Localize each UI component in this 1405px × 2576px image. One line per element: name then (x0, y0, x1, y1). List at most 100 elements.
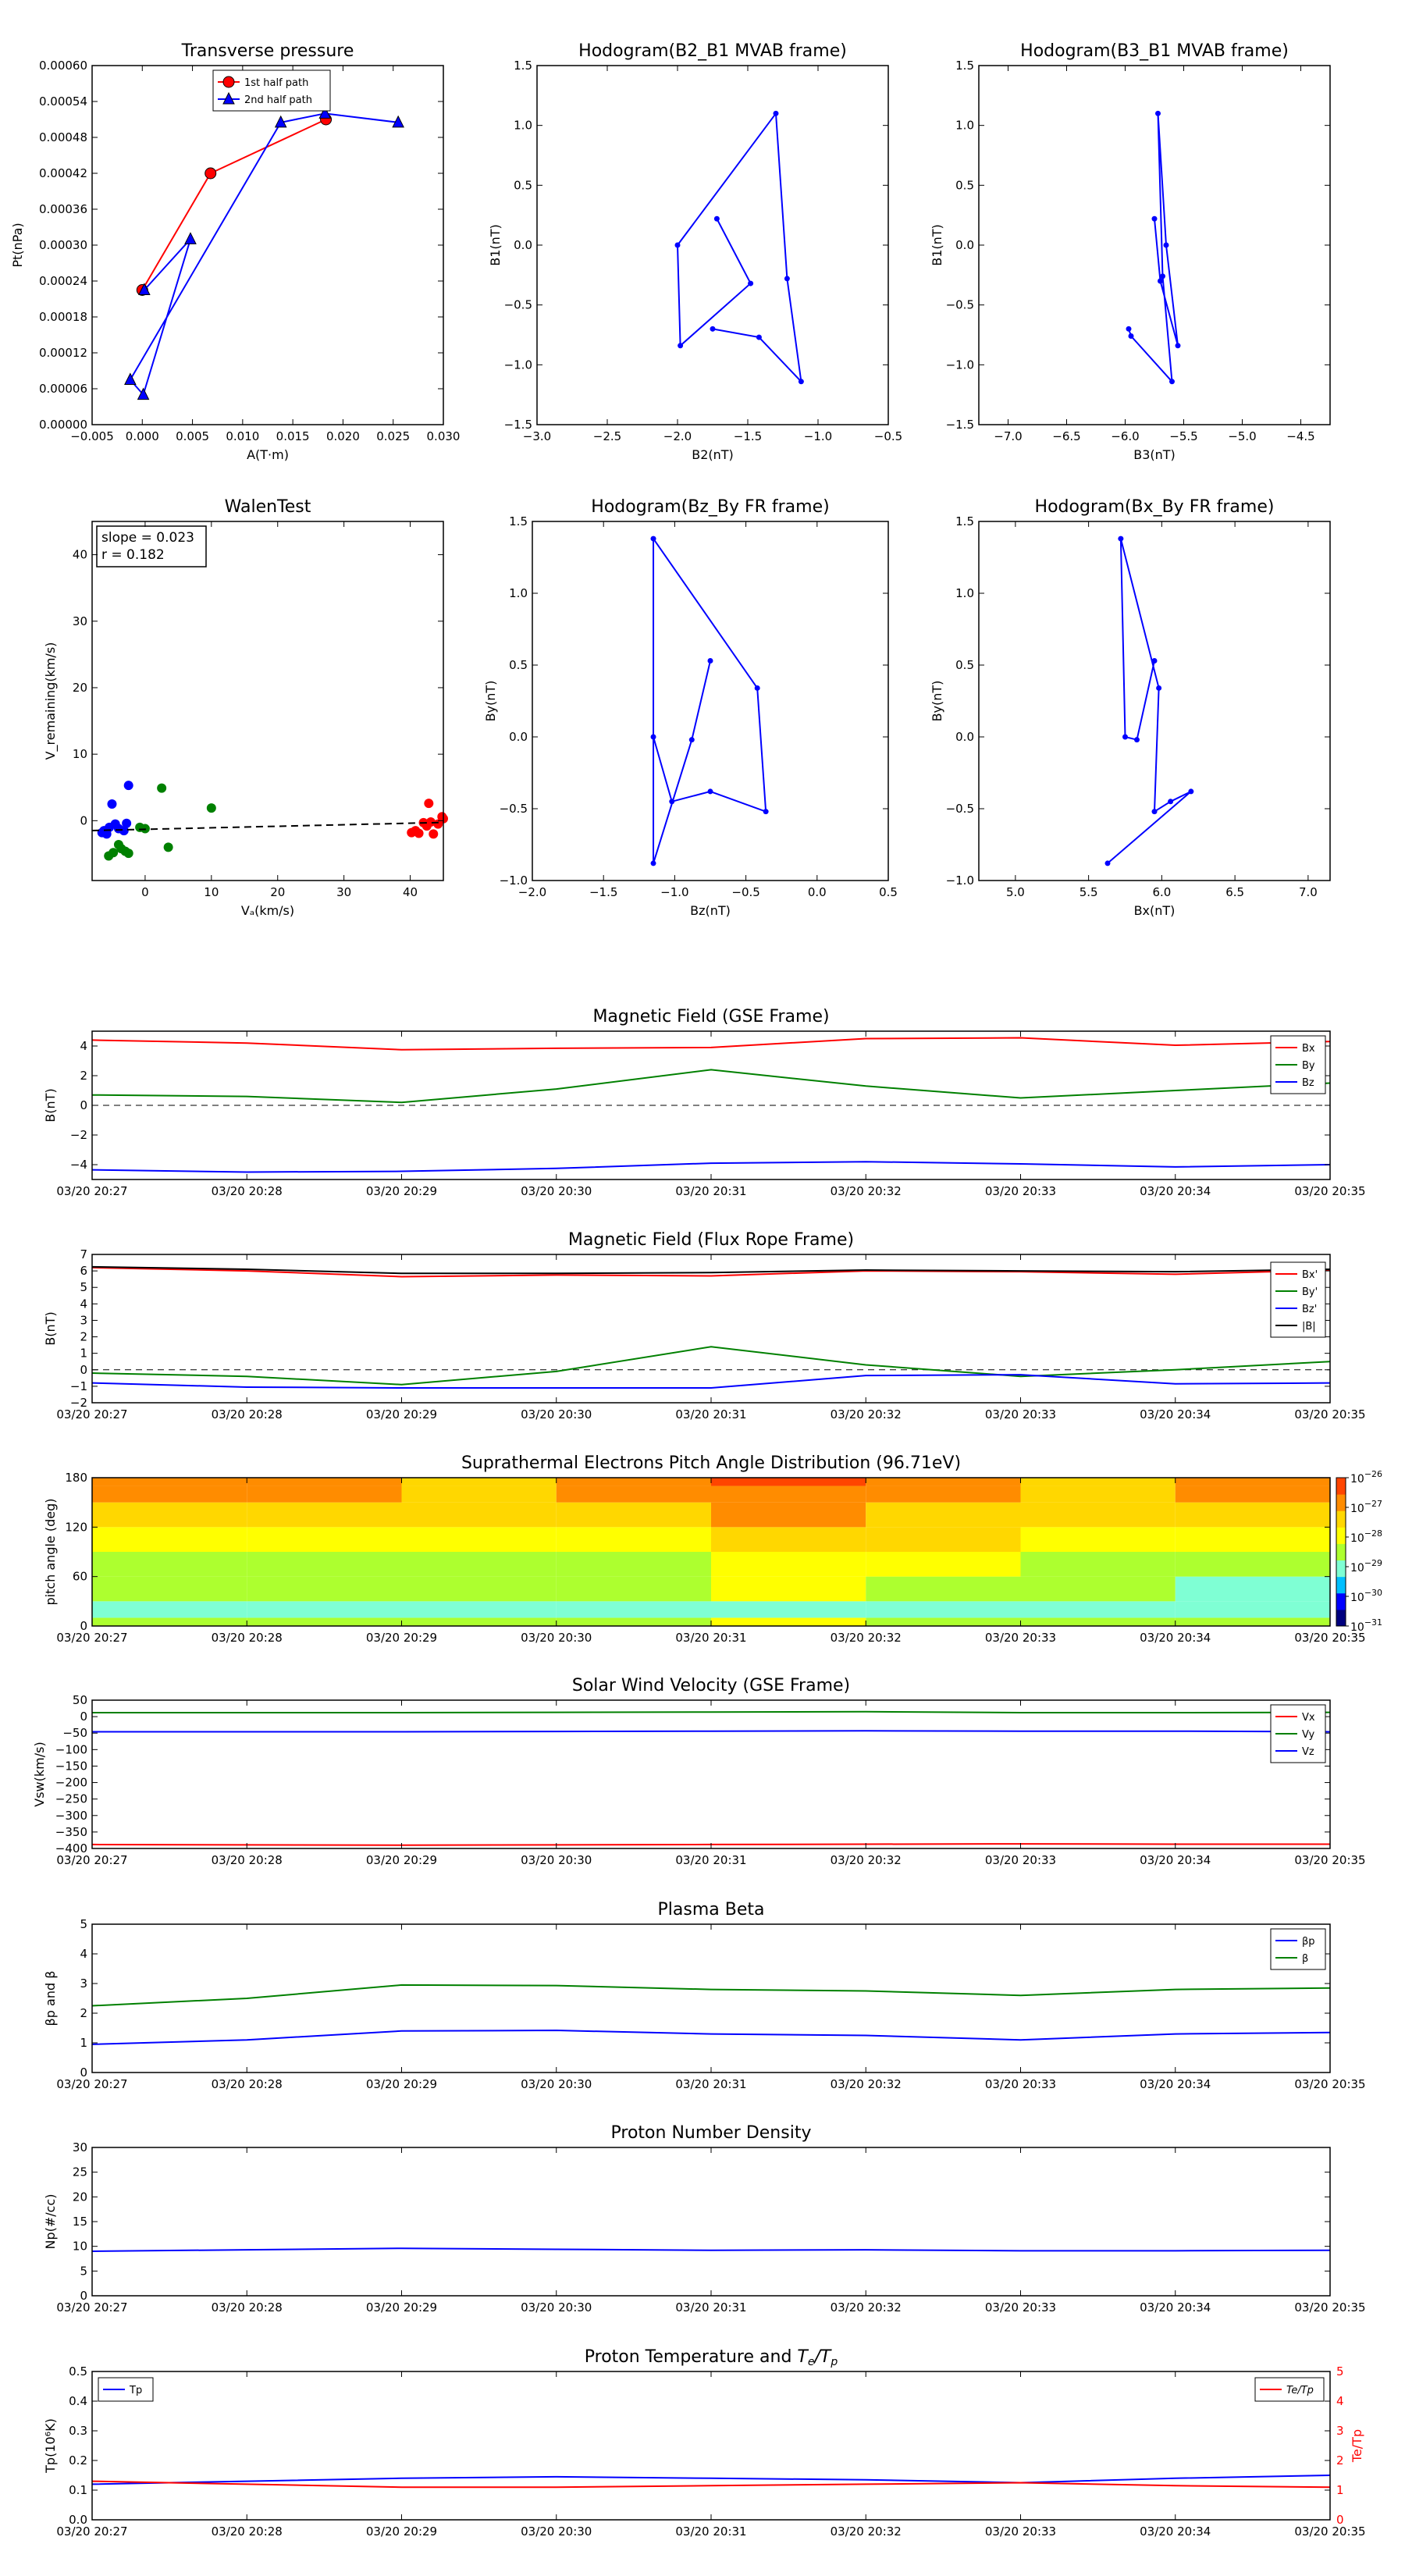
time-tick-label: 03/20 20:34 (1140, 1853, 1211, 1867)
heatmap-cell (247, 1601, 402, 1618)
data-point (137, 387, 150, 400)
y-tick-label: 30 (73, 614, 87, 628)
solar-wind-velocity-panel: Solar Wind Velocity (GSE Frame) −400 −350 −… (32, 1676, 1366, 1867)
data-point (1163, 242, 1169, 248)
heatmap-cell (92, 1576, 247, 1602)
chart-title: Proton Temperature and Te/Tp (585, 2347, 838, 2368)
y-tick-label: 0.4 (69, 2394, 87, 2408)
heatmap-cell (1175, 1502, 1330, 1528)
y-tick-label: 0.1 (69, 2483, 87, 2497)
y-tick-label: −0.5 (946, 802, 974, 816)
heatmap-cell (556, 1552, 711, 1577)
colorbar-frame (1336, 1477, 1346, 1627)
scatter-point (119, 826, 129, 836)
y-tick-label: 0.0 (69, 2513, 87, 2527)
y-tick-label: −0.5 (504, 298, 532, 312)
y-axis-label: B(nT) (43, 1311, 58, 1345)
y-tick-label: 0.00036 (39, 202, 87, 216)
time-tick-label: 03/20 20:31 (675, 1407, 746, 1421)
heatmap-cell (1020, 1502, 1176, 1528)
time-tick-label: 03/20 20:29 (366, 1853, 437, 1867)
heatmap-cell (711, 1601, 866, 1618)
series-line (91, 1374, 1331, 1389)
y-tick-label: 0 (80, 1363, 87, 1377)
legend-right: Te/Tp (1254, 2377, 1325, 2402)
heatmap-cell (866, 1617, 1021, 1626)
time-tick-label: 03/20 20:27 (56, 1184, 127, 1198)
data-point (1122, 734, 1128, 740)
series-line (91, 2480, 1331, 2489)
y-tick-label: 30 (73, 2140, 87, 2154)
time-tick-label: 03/20 20:28 (212, 2300, 283, 2314)
heatmap-cell (401, 1527, 557, 1552)
y-tick-label: −2 (70, 1396, 87, 1410)
legend-label: By' (1302, 1286, 1318, 1298)
hodogram-bz-by-panel: Hodogram(Bz_By FR frame) −1.0 −0.5 0.0 0.5 1.… (483, 497, 898, 918)
time-tick-label: 03/20 20:27 (56, 2300, 127, 2314)
x-tick-label: −0.5 (874, 429, 902, 443)
y-tick-label: 50 (73, 1693, 87, 1707)
heatmap-cell (1020, 1527, 1176, 1552)
data-point (274, 115, 287, 128)
heatmap-cell (92, 1485, 247, 1503)
data-point (318, 106, 332, 119)
time-tick-label: 03/20 20:34 (1140, 2300, 1211, 2314)
series-line (141, 119, 326, 291)
time-tick-label: 03/20 20:33 (985, 2524, 1056, 2539)
time-tick-label: 03/20 20:32 (831, 1853, 902, 1867)
proton-temperature-panel: Proton Temperature and Te/Tp 0.0 0.1 0.2 0.3… (43, 2347, 1366, 2539)
y-tick-label: −400 (55, 1841, 87, 1856)
legend: βp β (1270, 1928, 1326, 1970)
y-tick-label: −1 (70, 1379, 87, 1393)
legend: Tp (98, 2377, 154, 2402)
data-point (1169, 379, 1175, 385)
x-tick-label: 7.0 (1299, 885, 1318, 899)
series-line (91, 1161, 1331, 1173)
heatmap-cell (247, 1485, 402, 1503)
heatmap-cell (247, 1617, 402, 1626)
y-tick-label: 0.00048 (39, 130, 87, 144)
y-tick-label: 25 (73, 2165, 87, 2179)
y-tick-label: 0.00006 (39, 382, 87, 396)
data-point (674, 242, 681, 248)
time-tick-label: 03/20 20:27 (56, 1853, 127, 1867)
y-tick-label: 0.0 (955, 730, 974, 744)
data-point (650, 535, 656, 542)
data-point (1175, 343, 1181, 349)
hodogram-bz-by-frame (532, 521, 889, 881)
y-tick-label: 0.00042 (39, 166, 87, 180)
legend: Bx By Bz (1270, 1035, 1326, 1094)
data-point (1156, 685, 1162, 691)
heatmap-cell (1175, 1527, 1330, 1552)
y-axis-label: By(nT) (483, 681, 498, 722)
time-tick-label: 03/20 20:28 (212, 2077, 283, 2091)
time-tick-label: 03/20 20:27 (56, 2077, 127, 2091)
heatmap-cell (866, 1552, 1021, 1577)
time-tick-label: 03/20 20:28 (212, 1853, 283, 1867)
walen-test-frame (91, 521, 444, 881)
legend: 1st half path 2nd half path (212, 69, 331, 112)
time-tick-label: 03/20 20:27 (56, 1631, 127, 1645)
scatter-point (429, 829, 439, 839)
legend-label: Bz' (1302, 1304, 1317, 1315)
y-tick-label: 0 (1336, 2513, 1344, 2527)
data-point (650, 860, 656, 866)
heatmap-cell (556, 1485, 711, 1503)
heatmap-cell (711, 1617, 866, 1626)
time-tick-label: 03/20 20:34 (1140, 2524, 1211, 2539)
heatmap-cell (556, 1502, 711, 1528)
time-tick-label: 03/20 20:34 (1140, 2077, 1211, 2091)
scatter-point (206, 803, 216, 813)
chart-title: Magnetic Field (Flux Rope Frame) (568, 1230, 854, 1250)
y-axis-label: B1(nT) (930, 224, 944, 266)
x-tick-label: 5.5 (1080, 885, 1098, 899)
time-tick-label: 03/20 20:34 (1140, 1407, 1211, 1421)
heatmap-cell (556, 1576, 711, 1602)
colorbar-label: 10−28 (1350, 1528, 1382, 1545)
x-tick-label: 20 (270, 885, 285, 899)
series-line (91, 2030, 1331, 2045)
time-tick-label: 03/20 20:34 (1140, 1631, 1211, 1645)
y-tick-label: 20 (73, 2190, 87, 2204)
time-tick-label: 03/20 20:33 (985, 1407, 1056, 1421)
